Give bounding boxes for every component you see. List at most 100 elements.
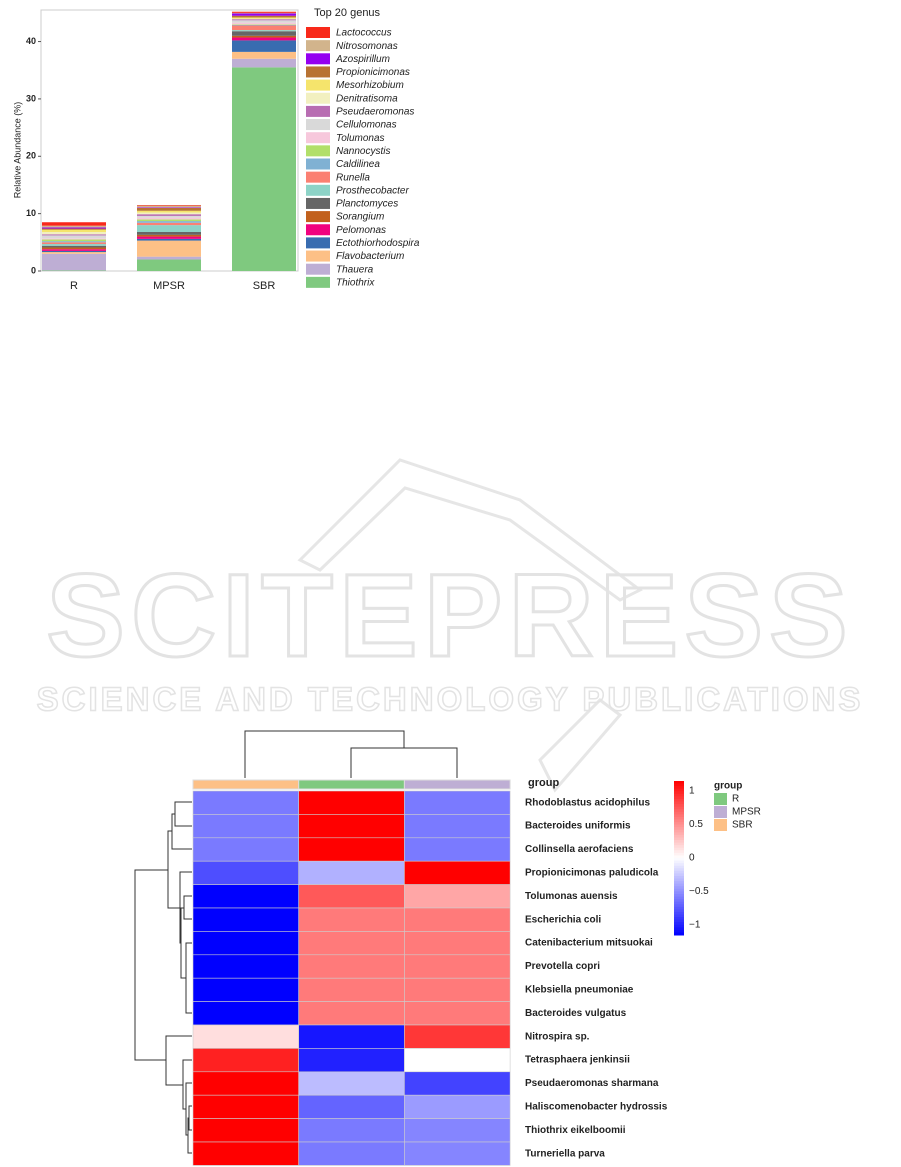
legend-label: Thauera (336, 264, 374, 275)
bar-segment (232, 11, 296, 13)
bar-segment (137, 259, 201, 271)
colorbar-step (674, 858, 684, 862)
colorbar-step (674, 781, 684, 785)
bar-segment (232, 58, 296, 68)
row-label: Collinsella aerofaciens (525, 844, 634, 855)
heatmap-cell (298, 954, 405, 979)
annotation-title: group (528, 777, 559, 789)
colorbar-step (674, 924, 684, 928)
heatmap-cell (404, 1118, 511, 1143)
heatmap-cell (404, 1141, 511, 1166)
heatmap-cell (404, 1024, 511, 1049)
heatmap-cell (404, 790, 511, 815)
watermark-title: SCITEPRESS (46, 550, 854, 682)
legend-label: Ectothiorhodospira (336, 238, 420, 249)
column-annotation (192, 779, 300, 790)
bar-segment (42, 241, 106, 243)
bar-segment (137, 214, 201, 216)
legend-label: Propionicimonas (336, 67, 410, 78)
heatmap-cell (192, 837, 299, 862)
heatmap-cell (404, 814, 511, 839)
colorbar-step (674, 783, 684, 787)
heatmap-cell (192, 1071, 299, 1096)
row-label: Tetrasphaera jenkinsii (525, 1055, 630, 1066)
heatmap-cell (298, 907, 405, 932)
column-annotation (298, 779, 405, 790)
colorbar-step (674, 904, 684, 908)
row-label: Klebsiella pneumoniae (525, 985, 634, 996)
legend-label: Cellulomonas (336, 120, 397, 131)
row-dendrogram (134, 801, 192, 1154)
legend-label: Lactococcus (336, 28, 392, 39)
colorbar-step (674, 868, 684, 872)
heatmap-cell (298, 1071, 405, 1096)
bar-segment (42, 252, 106, 254)
colorbar-step (674, 816, 684, 820)
heatmap-cell (298, 1024, 405, 1049)
row-label: Propionicimonas paludicola (525, 868, 659, 879)
bar-segment (137, 225, 201, 232)
heatmap-cell (192, 1141, 299, 1166)
legend-swatch (306, 79, 330, 91)
colorbar-step (674, 824, 684, 828)
heatmap-cell (192, 977, 299, 1002)
colorbar-label: −0.5 (689, 886, 709, 897)
heatmap-cell (404, 954, 511, 979)
bar-segment (137, 240, 201, 257)
bar-segment (137, 205, 201, 206)
heatmap-cell (404, 884, 511, 909)
heatmap-cell (404, 1001, 511, 1026)
bar-segment (137, 207, 201, 208)
legend-swatch (306, 92, 330, 104)
colorbar-step (674, 917, 684, 921)
legend-swatch (306, 237, 330, 249)
bar-segment (42, 234, 106, 236)
colorbar-step (674, 865, 684, 869)
heatmap-cell (298, 1118, 405, 1143)
colorbar-step (674, 919, 684, 923)
bar-segment (42, 239, 106, 242)
heatmap-cell (298, 814, 405, 839)
bar-segment (232, 13, 296, 16)
legend-label: Flavobacterium (336, 251, 404, 262)
legend-swatch (306, 184, 330, 196)
row-label: Pseudaeromonas sharmana (525, 1078, 659, 1089)
colorbar-label: 1 (689, 786, 695, 797)
colorbar-step (674, 914, 684, 918)
colorbar-step (674, 793, 684, 797)
legend-label: Prosthecobacter (336, 185, 409, 196)
y-axis-label: Relative Abundance (%) (12, 102, 22, 199)
bar-segment (232, 15, 296, 18)
bar-segment (42, 225, 106, 228)
heatmap-cell (192, 1094, 299, 1119)
legend-swatch (306, 211, 330, 223)
colorbar-step (674, 840, 684, 844)
heatmap-cell (192, 1048, 299, 1073)
bar-segment (42, 227, 106, 229)
bar-segment (232, 22, 296, 25)
bar-segment (42, 228, 106, 230)
bar-segment (137, 219, 201, 222)
legend-label: Pseudaeromonas (336, 107, 414, 118)
heatmap-cell (298, 790, 405, 815)
bar-segment (232, 12, 296, 14)
colorbar-step (674, 927, 684, 931)
bar-segment (137, 215, 201, 218)
watermark-subtitle: SCIENCE AND TECHNOLOGY PUBLICATIONS (37, 681, 864, 718)
heatmap-cell (404, 977, 511, 1002)
y-tick-label: 40 (26, 36, 36, 46)
colorbar-step (674, 819, 684, 823)
legend-label: Mesorhizobium (336, 80, 404, 91)
legend-swatch (306, 145, 330, 157)
y-tick-label: 10 (26, 208, 36, 218)
bar-segment (137, 207, 201, 211)
bar-segment (42, 229, 106, 232)
colorbar-step (674, 878, 684, 882)
colorbar-step (674, 929, 684, 933)
colorbar-step (674, 870, 684, 874)
bar-segment (137, 238, 201, 241)
watermark: SCITEPRESS SCIENCE AND TECHNOLOGY PUBLIC… (36, 458, 864, 793)
bar-segment (232, 35, 296, 38)
colorbar-step (674, 804, 684, 808)
colorbar-step (674, 893, 684, 897)
